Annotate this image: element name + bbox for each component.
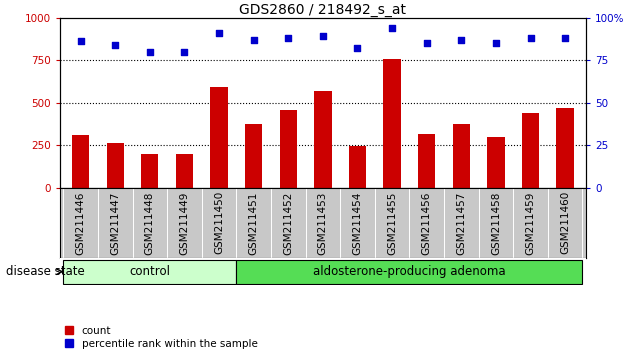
Point (110, 42, 120, 48)
Bar (245, 124, 262, 188)
Point (76, 39, 86, 44)
Text: GSM211455: GSM211455 (387, 191, 397, 255)
Point (456, 37, 466, 42)
Bar (63, 260, 236, 284)
Text: GSM211450: GSM211450 (214, 191, 224, 255)
Title: GDS2860 / 218492_s_at: GDS2860 / 218492_s_at (239, 3, 406, 17)
Text: disease state: disease state (6, 265, 85, 278)
Bar (141, 154, 159, 188)
Bar (522, 113, 539, 188)
Bar (453, 124, 470, 188)
Text: GSM211454: GSM211454 (352, 191, 362, 255)
Bar (280, 110, 297, 188)
Text: GSM211446: GSM211446 (76, 191, 86, 255)
Bar (210, 87, 227, 188)
Text: GSM211457: GSM211457 (456, 191, 466, 255)
Point (145, 49, 155, 55)
Text: GSM211447: GSM211447 (110, 191, 120, 255)
Point (387, 25, 397, 31)
Bar (349, 146, 366, 188)
Point (318, 34, 328, 39)
Bar (556, 108, 574, 188)
Point (525, 35, 536, 41)
Text: GSM211452: GSM211452 (284, 191, 294, 255)
Bar (384, 59, 401, 188)
Point (560, 35, 570, 41)
Point (180, 49, 190, 55)
Point (249, 37, 259, 42)
Legend: count, percentile rank within the sample: count, percentile rank within the sample (65, 326, 258, 349)
Bar (418, 134, 435, 188)
Point (214, 30, 224, 36)
Text: GSM211458: GSM211458 (491, 191, 501, 255)
Bar (236, 260, 583, 284)
Bar (314, 91, 331, 188)
Point (421, 40, 432, 46)
Point (352, 45, 362, 51)
Bar (72, 135, 89, 188)
Text: GSM211449: GSM211449 (180, 191, 190, 255)
Text: GSM211460: GSM211460 (560, 191, 570, 255)
Text: GSM211453: GSM211453 (318, 191, 328, 255)
Bar (176, 154, 193, 188)
Bar (487, 137, 505, 188)
Text: GSM211451: GSM211451 (249, 191, 259, 255)
Text: aldosterone-producing adenoma: aldosterone-producing adenoma (313, 265, 506, 278)
Text: GSM211448: GSM211448 (145, 191, 155, 255)
Text: GSM211456: GSM211456 (421, 191, 432, 255)
Point (491, 40, 501, 46)
Point (284, 35, 294, 41)
Text: GSM211459: GSM211459 (525, 191, 536, 255)
Bar (106, 143, 124, 188)
Text: control: control (129, 265, 170, 278)
